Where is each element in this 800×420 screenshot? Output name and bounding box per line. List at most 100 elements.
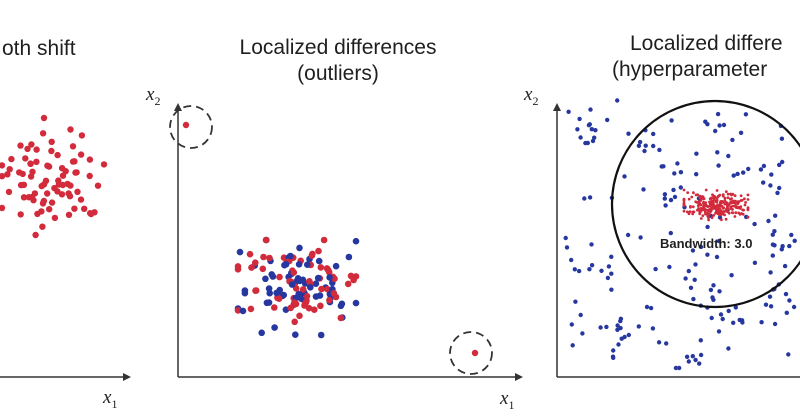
blue-point	[609, 271, 614, 276]
red-point	[710, 208, 713, 212]
red-point	[347, 272, 355, 280]
red-point	[287, 304, 295, 312]
red-point	[54, 188, 61, 195]
blue-point	[668, 197, 674, 203]
red-point	[723, 200, 727, 204]
red-point	[739, 199, 743, 202]
red-point	[39, 223, 46, 230]
red-point	[324, 285, 331, 293]
blue-point	[616, 342, 621, 347]
red-point	[710, 216, 714, 220]
blue-point	[589, 127, 594, 132]
blue-point	[673, 365, 679, 371]
blue-point	[746, 166, 751, 172]
blue-point	[605, 117, 610, 123]
blue-point	[345, 253, 353, 261]
red-point	[0, 162, 6, 169]
blue-point	[626, 131, 631, 136]
blue-point	[644, 304, 650, 310]
blue-point	[262, 275, 269, 283]
red-point	[6, 166, 13, 173]
red-point	[86, 172, 93, 180]
red-point	[682, 188, 686, 192]
blue-point	[692, 277, 697, 282]
blue-point	[791, 304, 797, 310]
blue-point	[672, 171, 677, 176]
blue-point	[265, 285, 273, 292]
blue-point	[326, 274, 333, 281]
blue-point	[643, 143, 648, 148]
blue-point	[615, 98, 620, 103]
blue-point	[677, 365, 682, 371]
blue-point	[789, 232, 794, 238]
blue-point	[690, 354, 695, 359]
red-point	[734, 211, 738, 215]
blue-point	[741, 170, 746, 175]
blue-point	[767, 294, 773, 299]
blue-point	[352, 299, 360, 307]
red-point	[731, 192, 735, 196]
blue-point	[664, 341, 669, 346]
blue-point	[638, 235, 643, 240]
blue-point	[575, 127, 580, 132]
blue-point	[761, 163, 767, 169]
panel-3-y-axis-arrow	[553, 103, 561, 111]
red-point	[291, 299, 298, 306]
blue-point	[777, 185, 782, 191]
blue-point	[694, 172, 699, 177]
red-point	[317, 264, 325, 271]
red-point	[718, 204, 722, 208]
red-point	[715, 189, 719, 192]
red-point	[742, 208, 745, 212]
blue-point	[662, 192, 668, 197]
blue-point	[657, 147, 662, 153]
blue-point	[694, 151, 699, 156]
red-point	[685, 210, 689, 214]
blue-point	[738, 130, 744, 135]
red-point	[8, 155, 15, 163]
red-point	[718, 202, 722, 206]
red-point	[27, 160, 34, 167]
red-point	[687, 212, 691, 216]
blue-point	[295, 261, 303, 268]
blue-point	[769, 172, 774, 177]
bandwidth-circle	[610, 99, 800, 309]
bandwidth-label: Bandwidth: 3.0	[660, 236, 752, 251]
red-point	[710, 202, 714, 206]
blue-point	[337, 302, 345, 310]
blue-point	[263, 299, 271, 307]
blue-point	[775, 190, 780, 196]
red-point	[259, 265, 267, 273]
blue-point	[271, 324, 278, 331]
blue-point	[609, 287, 614, 292]
blue-point	[609, 254, 614, 259]
red-point	[689, 205, 692, 209]
blue-point	[593, 128, 598, 133]
red-point	[87, 210, 95, 218]
panel-hyperparameter: Localized differe (hyperparameter x2 Ban…	[523, 32, 800, 378]
blue-point	[780, 159, 785, 165]
red-point	[44, 190, 51, 197]
red-point	[691, 210, 695, 214]
red-point	[733, 215, 737, 218]
red-point	[315, 247, 322, 255]
red-point	[77, 151, 85, 158]
red-point	[737, 211, 741, 215]
red-point	[326, 296, 333, 304]
blue-point	[735, 171, 740, 177]
blue-point	[705, 224, 710, 230]
blue-point	[577, 116, 582, 122]
blue-point	[726, 308, 731, 314]
red-point	[39, 130, 47, 137]
red-point	[262, 236, 270, 244]
red-point	[81, 205, 88, 212]
red-point	[723, 213, 726, 217]
red-point	[730, 211, 734, 215]
blue-point	[268, 271, 276, 278]
blue-point	[569, 322, 574, 327]
red-point	[724, 217, 728, 221]
panel-outliers: Localized differences (outliers) x2 x1	[145, 36, 523, 412]
panel-2-mixed-cluster	[234, 236, 360, 339]
blue-point	[792, 238, 797, 243]
panel-2-title-line-2: (outliers)	[297, 62, 379, 85]
